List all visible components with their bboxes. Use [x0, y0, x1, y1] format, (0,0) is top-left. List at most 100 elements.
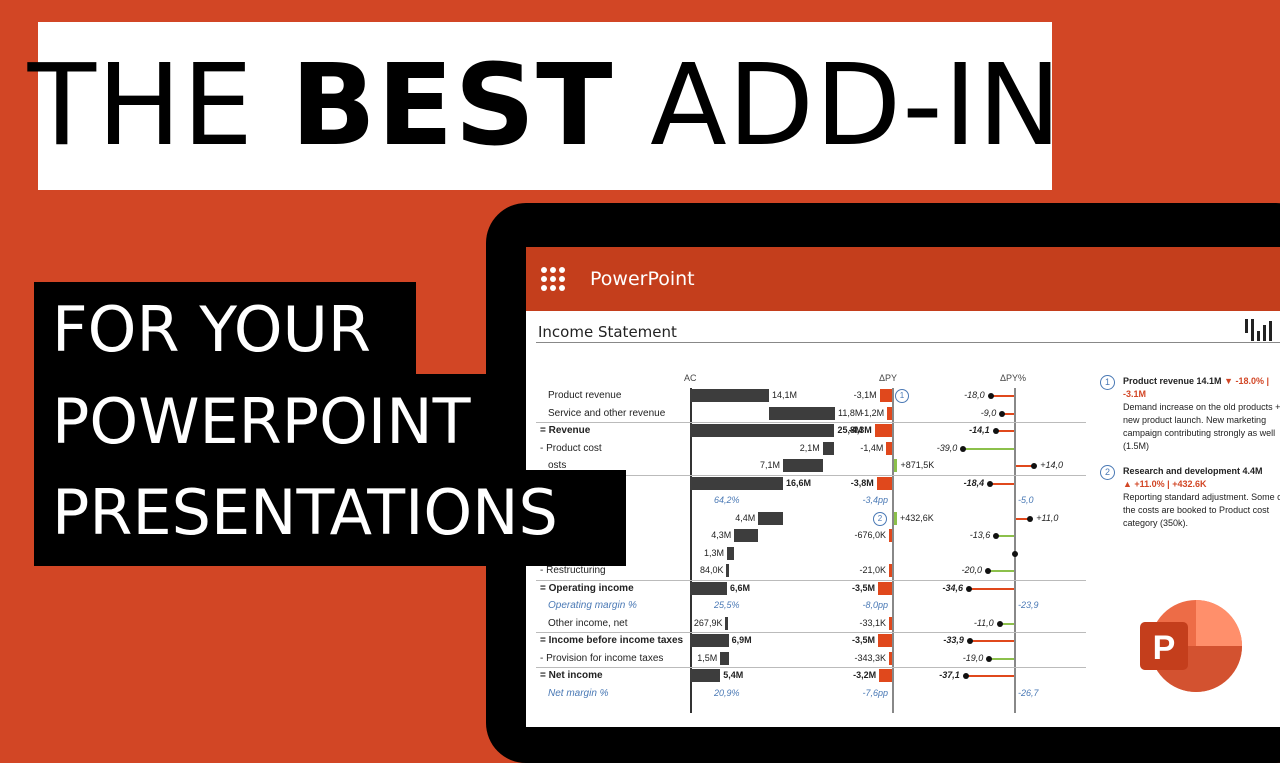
headline-bold: BEST — [290, 41, 614, 171]
overlay-box: PRESENTATIONS — [34, 470, 626, 566]
row-divider — [536, 579, 1086, 581]
dpy-pct-pin — [996, 535, 1014, 537]
dpy-bar — [878, 634, 892, 647]
row-label: = Income before income taxes — [540, 635, 684, 646]
dpy-value: -3,8M — [850, 477, 874, 488]
dpy-value: +432,6K — [900, 512, 934, 523]
dpy-pct-value: +14,0 — [1040, 460, 1063, 470]
dpy-value: -33,1K — [859, 617, 886, 628]
comment-marker[interactable]: 2 — [1100, 465, 1115, 480]
subtitle-overlay: FOR YOUR POWERPOINT PRESENTATIONS — [34, 282, 626, 566]
ac-bar — [690, 669, 721, 682]
axis-line — [690, 388, 692, 713]
ac-bar — [822, 441, 835, 455]
dpy-value: -676,0K — [854, 530, 886, 540]
row-label: - Product cost — [540, 442, 602, 454]
row-label: = Operating income — [540, 582, 634, 594]
ac-value: 16,6M — [785, 477, 811, 488]
ac-value: 25,8M — [837, 425, 863, 435]
dpy-pct-dot — [966, 638, 973, 644]
dpy-bar — [887, 406, 892, 420]
dpy-value: +871,5K — [900, 460, 935, 470]
dpy-pct-pin — [990, 395, 1014, 397]
comment-heading: Product revenue 14.1M — [1123, 376, 1222, 386]
dpy-bar — [874, 424, 892, 437]
comment-1: 1 Product revenue 14.1M ▼ -18.0% | -3.1M… — [1100, 375, 1280, 453]
comment-delta: ▼ -18.0% | -3.1M — [1123, 376, 1270, 399]
dpy-pct-dot — [986, 655, 993, 662]
overlay-line-3: PRESENTATIONS — [52, 476, 558, 549]
title-divider — [536, 342, 1280, 343]
dpy-value: -3,5M — [851, 635, 875, 645]
column-header-dpy-pct: ΔPY% — [1000, 373, 1027, 383]
dpy-bar — [879, 389, 892, 402]
dpy-pct-value: -18,4 — [963, 477, 985, 488]
dpy-value: -4,3M — [848, 425, 872, 435]
dpy-value: -3,5M — [851, 582, 875, 593]
comments-panel: 1 Product revenue 14.1M ▼ -18.0% | -3.1M… — [1100, 375, 1280, 530]
svg-text:P: P — [1153, 629, 1176, 667]
ac-value: 84,0K — [699, 565, 724, 575]
ac-value: 25,5% — [714, 600, 740, 610]
ac-value: 267,9K — [693, 617, 723, 628]
dpy-bar — [878, 581, 892, 595]
app-name: PowerPoint — [590, 268, 695, 290]
app-launcher-icon[interactable] — [541, 267, 565, 291]
dpy-pct-value: -5,0 — [1018, 495, 1034, 505]
column-header-dpy: ΔPY — [879, 373, 898, 383]
ac-value: 6,6M — [729, 582, 750, 593]
row-label: = Net income — [540, 670, 603, 681]
dpy-value: -1,2M — [861, 407, 885, 418]
comment-marker-2[interactable]: 2 — [873, 511, 887, 526]
dpy-bar — [886, 441, 892, 455]
dpy-value: -3,4pp — [862, 495, 888, 505]
dpy-value: -8,0pp — [862, 600, 888, 610]
ac-bar — [690, 389, 769, 402]
dpy-pct-value: -20,0 — [961, 565, 982, 575]
dpy-pct-dot — [985, 568, 991, 574]
dpy-bar — [894, 511, 897, 525]
row-label: osts — [548, 460, 567, 471]
ac-bar — [768, 406, 836, 420]
row-label: Net margin % — [548, 687, 609, 699]
dpy-pct-pin — [965, 675, 1014, 677]
dpy-pct-value: -26,7 — [1018, 687, 1039, 698]
comment-heading: Research and development 4.4M — [1123, 466, 1263, 476]
dpy-bar — [889, 651, 892, 665]
dpy-bar — [876, 476, 892, 490]
row-label: Other income, net — [548, 617, 628, 629]
dpy-pct-value: -23,9 — [1018, 600, 1039, 610]
ac-bar — [690, 476, 783, 490]
row-label: Operating margin % — [548, 600, 637, 611]
dpy-bar — [889, 616, 892, 630]
dpy-pct-dot — [966, 585, 973, 592]
ac-bar — [690, 581, 727, 595]
dpy-pct-dot — [993, 533, 1000, 539]
dpy-pct-pin — [990, 482, 1014, 485]
ac-value: 1,5M — [697, 652, 718, 663]
zebra-bi-icon[interactable] — [1245, 319, 1272, 341]
dpy-bar — [889, 564, 892, 577]
row-divider — [536, 422, 1086, 423]
dpy-pct-value: -13,6 — [969, 530, 991, 540]
comment-marker-1[interactable]: 1 — [895, 389, 909, 403]
comment-marker[interactable]: 1 — [1100, 375, 1115, 390]
dpy-pct-value: -19,0 — [962, 652, 984, 663]
ac-value: 14,1M — [771, 390, 797, 400]
dpy-value: -3,1M — [853, 390, 877, 400]
ac-value: 4,4M — [735, 512, 756, 523]
income-statement-table: AC ΔPY ΔPY% Product revenue 14,1M -3,1M 1 -18,0… — [526, 247, 1280, 727]
dpy-bar — [894, 459, 898, 472]
dpy-pct-pin — [999, 622, 1014, 625]
dpy-value: -343,3K — [854, 652, 886, 663]
dpy-pct-dot — [996, 620, 1003, 627]
dpy-pct-dot — [999, 410, 1006, 417]
app-bar: PowerPoint — [526, 247, 1280, 311]
ac-bar — [690, 424, 835, 437]
dpy-pct-dot — [987, 393, 994, 399]
dpy-value: -3,2M — [853, 670, 877, 680]
dpy-pct-dot — [1031, 463, 1038, 469]
ac-bar — [782, 459, 823, 472]
dpy-value: -21,0K — [859, 565, 886, 575]
dpy-pct-dot — [1027, 515, 1034, 522]
